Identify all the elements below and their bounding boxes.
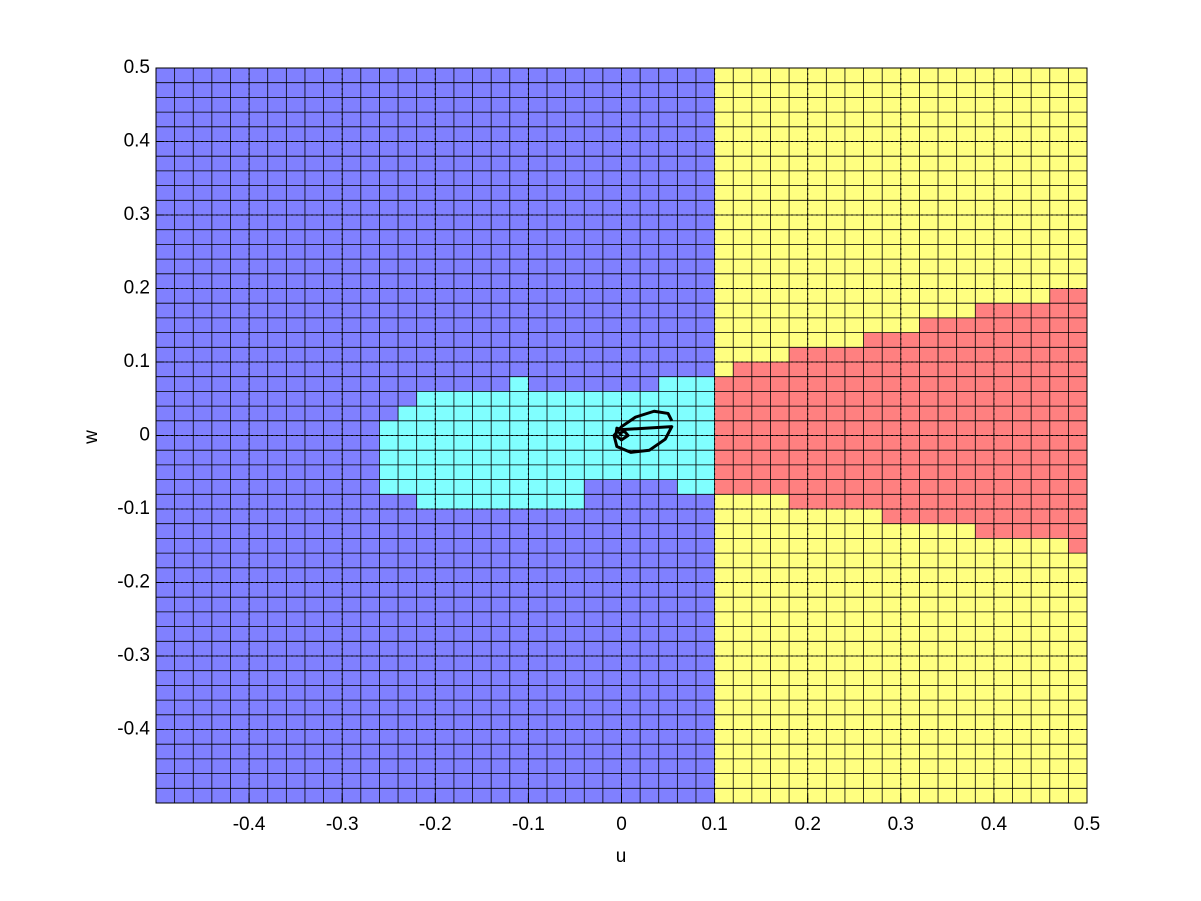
y-tick-label: 0 [139,425,150,446]
x-tick-label: 0.3 [888,814,914,835]
y-tick-label: -0.3 [117,645,150,666]
y-tick-label: 0.3 [124,204,150,225]
y-tick-label: 0.2 [124,278,150,299]
x-tick-label: -0.4 [233,814,266,835]
x-tick-label: -0.3 [326,814,359,835]
y-tick-label: 0.1 [124,351,150,372]
y-axis-label: w [81,430,102,445]
trajectory [612,409,674,454]
y-tick-label: 0.5 [124,57,150,78]
x-tick-label: 0.4 [981,814,1008,835]
x-tick-label: 0.1 [701,814,727,835]
y-tick-label: 0.4 [124,131,151,152]
x-tick-label: -0.2 [419,814,452,835]
plot-frame [155,67,1088,804]
x-tick-label: 0 [616,814,627,835]
y-tick-label: -0.2 [117,572,150,593]
y-tick-label: -0.1 [117,498,150,519]
y-tick-label: -0.4 [117,719,150,740]
x-tick-label: 0.5 [1074,814,1100,835]
x-tick-label: 0.2 [794,814,820,835]
x-tick-label: -0.1 [512,814,545,835]
x-axis-label: u [616,846,627,867]
